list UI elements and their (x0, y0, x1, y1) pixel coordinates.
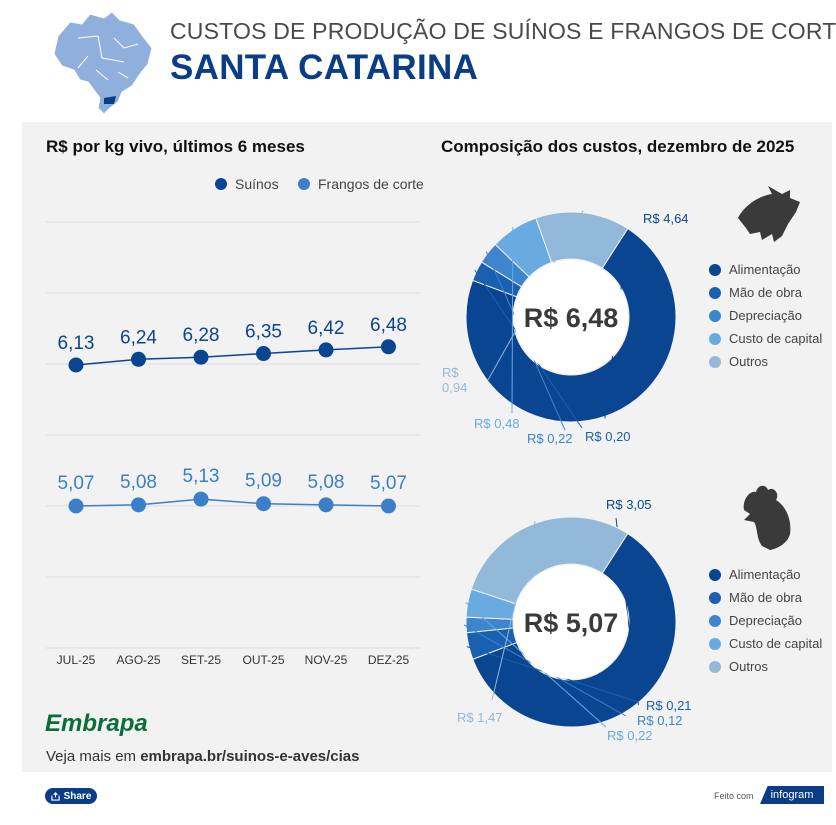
donut-hole (514, 565, 628, 679)
legend-item-outros: Outros (709, 350, 822, 373)
made-with-text: Feito com (714, 791, 754, 801)
donut-slice (472, 532, 677, 728)
legend-item-outros: Outros (709, 655, 822, 678)
donut-chart-suinos: R$ 4,64 R$ 0,20 R$ 0,22 R$ 0,48 R$ 0,94 R$ 6,4… (442, 210, 689, 446)
donut-center-label: R$ 5,07 (524, 608, 619, 638)
brazil-map-icon (53, 11, 153, 115)
slice-label: R$ 0,94 (442, 365, 467, 395)
leader-line (491, 521, 536, 701)
pig-icon (738, 186, 800, 242)
line-chart-title: R$ por kg vivo, últimos 6 meses (46, 137, 305, 156)
x-tick-label: AGO-25 (116, 653, 160, 667)
page-title: CUSTOS DE PRODUÇÃO DE SUÍNOS E FRANGOS D… (170, 18, 836, 44)
data-label: 6,28 (183, 325, 220, 346)
data-point (381, 498, 396, 514)
data-point (256, 346, 271, 362)
legend-label-suinos: Suínos (235, 176, 279, 192)
data-point (68, 357, 84, 373)
x-tick-label: DEZ-25 (368, 653, 410, 667)
data-point (131, 351, 146, 367)
slice-label: R$ 0,12 (637, 713, 683, 728)
slice-label: R$ 3,05 (606, 497, 652, 512)
slice-label: R$ 0,22 (527, 431, 573, 446)
leader-line (615, 517, 639, 706)
infographic-card (22, 0, 832, 772)
data-label: 5,08 (308, 472, 345, 493)
data-label: 6,13 (58, 333, 95, 354)
data-point (318, 497, 334, 513)
infogram-badge[interactable]: infogram (760, 786, 824, 804)
legend-item-custo-capital: Custo de capital (709, 632, 822, 655)
legend-label-frangos: Frangos de corte (318, 176, 424, 192)
donut-center-label: R$ 6,48 (524, 303, 619, 333)
slice-label: R$ 0,22 (607, 728, 653, 743)
series-line-1 (75, 498, 389, 507)
leader-line (511, 227, 514, 414)
data-label: 6,48 (370, 315, 407, 336)
chicken-icon (743, 485, 791, 550)
data-label: 6,42 (308, 318, 345, 339)
legend-item-alimentacao: Alimentação (709, 258, 822, 281)
footer-link[interactable]: embrapa.br/suinos-e-aves/cias (140, 748, 360, 765)
x-tick-label: NOV-25 (305, 653, 348, 667)
donut-chart-frangos: R$ 3,05 R$ 0,21R$ 0,12R$ 0,22 R$ 1,47 R$ 5,… (457, 497, 692, 743)
slice-label: R$ 0,48 (474, 416, 520, 431)
donut-slice (465, 227, 677, 423)
donut-chart-title: Composição dos custos, dezembro de 2025 (441, 137, 795, 156)
legend-suinos: Suínos (215, 176, 279, 192)
legend-item-mao-de-obra: Mão de obra (709, 281, 822, 304)
legend-item-depreciacao: Depreciação (709, 609, 822, 632)
slice-label: R$ 0,20 (585, 429, 631, 444)
slice-label: R$ 1,47 (457, 710, 503, 725)
legend-item-custo-capital: Custo de capital (709, 327, 822, 350)
donut-slice (470, 516, 629, 605)
data-label: 5,13 (183, 466, 220, 487)
share-label: Share (63, 790, 92, 802)
legend-item-mao-de-obra: Mão de obra (709, 586, 822, 609)
donut-legend-frangos: Alimentação Mão de obra Depreciação Cust… (709, 563, 822, 678)
slice-label: R$ 4,64 (643, 211, 689, 226)
data-label: 5,09 (245, 471, 282, 492)
data-label: 5,08 (120, 472, 157, 493)
donut-legend-suinos: Alimentação Mão de obra Depreciação Cust… (709, 258, 822, 373)
embrapa-logo: Embrapa (45, 710, 148, 737)
data-point (131, 497, 146, 513)
data-point (193, 349, 209, 365)
data-label: 6,35 (245, 322, 282, 343)
x-tick-label: JUL-25 (57, 653, 96, 667)
data-label: 5,07 (58, 473, 95, 494)
legend-frangos: Frangos de corte (298, 176, 424, 192)
footer-text: Veja mais em embrapa.br/suinos-e-aves/ci… (46, 748, 359, 765)
footer-prefix: Veja mais em (46, 748, 141, 765)
x-tick-label: OUT-25 (242, 653, 284, 667)
header-strip (22, 0, 832, 122)
data-point (318, 342, 334, 358)
series-line-0 (75, 346, 389, 366)
data-point (68, 498, 84, 514)
share-icon (50, 791, 60, 801)
legend-item-alimentacao: Alimentação (709, 563, 822, 586)
data-point (381, 339, 396, 355)
legend-dot-frangos (298, 178, 310, 190)
x-tick-label: SET-25 (181, 653, 221, 667)
page-subtitle: SANTA CATARINA (170, 48, 479, 87)
donut-hole (514, 260, 628, 374)
slice-label: R$ 0,21 (646, 698, 692, 713)
data-point (256, 496, 271, 512)
data-label: 5,07 (370, 473, 407, 494)
legend-dot-suinos (215, 178, 227, 190)
share-button[interactable]: Share (45, 788, 97, 804)
legend-item-depreciacao: Depreciação (709, 304, 822, 327)
data-point (193, 491, 209, 507)
data-label: 6,24 (120, 327, 157, 348)
